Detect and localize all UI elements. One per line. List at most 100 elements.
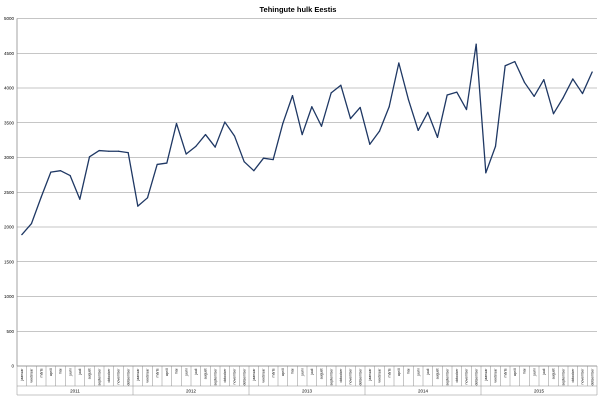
x-tick-label: veebruar — [146, 368, 150, 383]
data-point — [436, 136, 439, 138]
x-tick-label: aprill — [49, 368, 53, 376]
data-point — [69, 174, 71, 177]
data-point — [50, 171, 52, 173]
data-point — [301, 133, 303, 136]
data-point — [311, 106, 313, 108]
data-point — [552, 113, 555, 115]
data-point — [523, 81, 526, 84]
series-line — [21, 43, 593, 236]
x-tick-label: juuni — [300, 368, 304, 377]
data-point — [166, 162, 168, 164]
x-tick-label: detsember — [242, 368, 246, 386]
data-point — [137, 205, 139, 207]
data-point — [514, 60, 516, 63]
y-tick-label: 2000 — [4, 225, 15, 230]
x-tick-label: mai — [523, 368, 527, 374]
data-point — [504, 65, 506, 67]
year-label: 2015 — [534, 389, 545, 394]
y-tick-label: 3000 — [4, 155, 15, 160]
x-tick-label: juuli — [310, 368, 314, 376]
x-tick-label: aprill — [513, 368, 517, 376]
x-tick-label: detsember — [126, 368, 130, 386]
data-point — [185, 153, 187, 155]
x-tick-label: oktoober — [339, 368, 343, 383]
data-point — [98, 149, 100, 152]
x-tick-label: november — [233, 368, 237, 385]
x-tick-label: november — [465, 368, 469, 385]
y-tick-label: 4500 — [4, 51, 15, 56]
x-tick-label: august — [204, 369, 208, 380]
data-point — [21, 234, 23, 236]
y-tick-label: 4000 — [4, 86, 15, 91]
x-tick-label: juuli — [542, 368, 546, 376]
x-tick-label: veebruar — [262, 368, 266, 383]
x-tick-label: juuli — [78, 368, 82, 376]
data-point — [349, 117, 352, 120]
x-tick-label: november — [117, 368, 121, 385]
x-tick-label: märts — [387, 368, 391, 377]
x-tick-label: märts — [39, 368, 43, 377]
data-point — [465, 108, 468, 111]
data-point — [562, 97, 564, 99]
data-point — [117, 150, 120, 152]
x-axis: jaanuar veebruar märts aprill mai juuni juuli a… — [16, 365, 598, 396]
x-tick-label: mai — [291, 368, 295, 374]
x-tick-label: oktoober — [107, 368, 111, 383]
x-tick-label: oktoober — [223, 368, 227, 383]
x-tick-label: juuni — [184, 368, 188, 377]
y-tick-label: 0 — [11, 364, 14, 369]
data-point — [388, 106, 390, 108]
x-tick-label: oktoober — [571, 368, 575, 383]
x-tick-label: märts — [155, 368, 159, 377]
x-tick-label: november — [581, 368, 585, 385]
data-point — [320, 125, 323, 127]
plot-area — [21, 43, 593, 236]
data-point — [30, 222, 33, 225]
data-point — [282, 122, 284, 125]
x-tick-label: veebruar — [378, 368, 382, 383]
data-point — [581, 92, 584, 95]
x-tick-label: veebruar — [30, 368, 34, 383]
x-tick-label: september — [445, 368, 449, 386]
year-label: 2012 — [186, 389, 197, 394]
y-axis: 0 500 1000 1500 2000 2500 3000 3500 4000 4500 5000 — [4, 16, 18, 369]
gridlines — [17, 18, 597, 367]
x-tick-label: mai — [175, 368, 179, 374]
data-point — [262, 157, 265, 159]
data-point — [175, 122, 178, 125]
x-tick-label: oktoober — [455, 368, 459, 383]
data-point — [195, 145, 197, 147]
data-point — [572, 78, 574, 80]
data-point — [330, 92, 332, 94]
x-tick-label: juuni — [68, 368, 72, 377]
x-tick-label: märts — [503, 368, 507, 377]
y-tick-label: 1000 — [4, 294, 15, 299]
data-point — [446, 94, 448, 96]
x-tick-label: detsember — [358, 368, 362, 386]
x-tick-label: aprill — [397, 368, 401, 376]
data-point — [456, 91, 458, 93]
data-point — [291, 95, 294, 97]
x-tick-label: september — [561, 368, 565, 386]
x-tick-label: jaanuar — [484, 368, 488, 382]
x-tick-label: september — [329, 368, 333, 386]
data-point — [127, 152, 129, 154]
x-tick-label: september — [97, 368, 101, 386]
x-tick-label: juuli — [194, 368, 198, 376]
data-point — [417, 129, 419, 131]
data-point — [214, 146, 216, 148]
x-tick-label: aprill — [165, 368, 169, 376]
data-point — [59, 170, 62, 172]
y-tick-label: 5000 — [4, 16, 15, 21]
x-tick-label: mai — [407, 368, 411, 374]
data-point — [475, 43, 477, 45]
data-point — [108, 150, 110, 152]
x-tick-label: detsember — [590, 368, 594, 386]
year-label: 2011 — [70, 389, 80, 394]
data-point — [359, 106, 361, 109]
data-point — [398, 62, 400, 64]
x-tick-label: jaanuar — [20, 368, 24, 382]
year-label: 2013 — [302, 389, 313, 394]
y-tick-label: 500 — [6, 329, 14, 334]
